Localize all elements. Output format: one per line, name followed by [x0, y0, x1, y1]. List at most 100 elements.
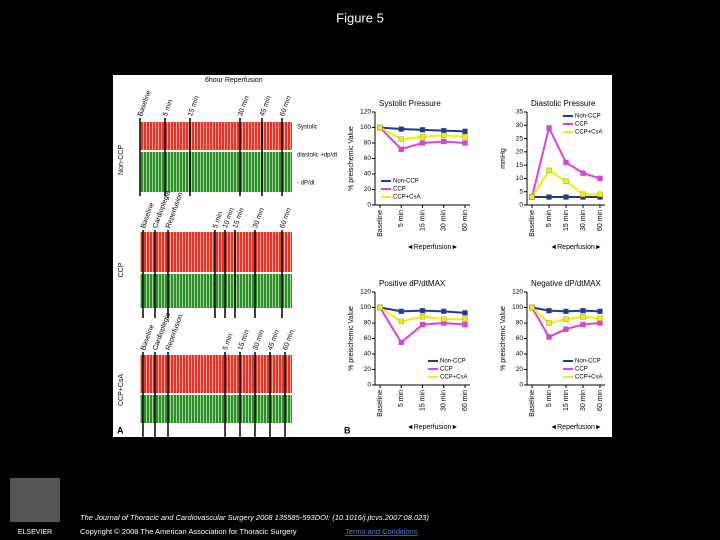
marker: [419, 140, 426, 146]
marker: [597, 320, 603, 326]
x-tick-label: 5 min: [398, 210, 405, 227]
legend-label: CCP+CsA: [575, 375, 603, 381]
x-axis-label: ◄Reperfusion►: [407, 244, 459, 251]
marker: [580, 170, 586, 176]
traces: [140, 122, 292, 423]
marker: [398, 146, 404, 152]
y-tick-label: 40: [364, 351, 372, 358]
row-label: CCP+CsA: [118, 374, 125, 406]
marker: [398, 308, 404, 315]
x-tick-label: 30 min: [580, 210, 587, 231]
y-tick-label: 20: [364, 186, 372, 193]
legend-label: Non-CCP: [575, 359, 601, 365]
legend-label: Non-CCP: [575, 114, 601, 120]
legend-label: CCP: [440, 367, 453, 373]
y-tick-label: 20: [364, 366, 372, 373]
marker: [529, 194, 535, 200]
marker: [462, 321, 468, 328]
x-tick-label: 60 min: [597, 210, 604, 231]
marker: [462, 134, 468, 140]
marker: [529, 304, 535, 311]
x-tick-label: Baseline: [529, 390, 536, 417]
x-tick-label: 15 min: [563, 390, 570, 411]
marker: [580, 191, 586, 198]
marker: [563, 316, 569, 322]
marker: [441, 308, 447, 315]
marker: [546, 194, 552, 200]
y-tick-label: 5: [519, 188, 523, 195]
marker: [419, 307, 426, 314]
x-tick-label: 5 min: [546, 390, 553, 407]
marker: [398, 136, 404, 142]
x-tick-label: 60 min: [462, 210, 469, 231]
marker: [546, 320, 552, 326]
chart-title: Positive dP/dtMAX: [379, 279, 446, 288]
marker: [597, 308, 603, 315]
y-tick-label: 30: [516, 122, 524, 129]
x-tick-label: 60 min: [462, 390, 469, 411]
x-tick-label: 5 min: [398, 390, 405, 407]
x-tick-label: 30 min: [580, 390, 587, 411]
marker: [580, 307, 586, 314]
marker: [462, 310, 468, 316]
chart-title: Systolic Pressure: [379, 99, 441, 108]
marker: [597, 315, 603, 322]
terms-link[interactable]: Terms and Conditions: [345, 527, 418, 536]
y-tick-label: 25: [516, 135, 524, 142]
marker: [597, 175, 603, 182]
y-tick-label: 100: [360, 124, 371, 131]
legend-label: CCP+CsA: [393, 195, 421, 201]
legend-label: Non-CCP: [440, 359, 466, 365]
y-tick-label: 35: [516, 109, 524, 116]
marker: [419, 321, 426, 328]
marker: [398, 126, 404, 132]
marker: [563, 178, 569, 184]
marker: [441, 132, 447, 138]
y-axis-label: % preischemic Value: [348, 306, 355, 371]
marker: [546, 125, 552, 131]
marker: [580, 321, 586, 328]
y-tick-label: 10: [516, 175, 524, 182]
y-axis-label: % preischemic Value: [500, 306, 507, 371]
x-axis-label: ◄Reperfusion►: [550, 424, 602, 431]
y-tick-label: 0: [367, 382, 371, 389]
marker: [563, 308, 569, 315]
marker: [377, 124, 383, 131]
marker: [563, 159, 569, 166]
marker: [398, 318, 404, 325]
slide-title: Figure 5: [336, 10, 384, 25]
y-tick-label: 100: [360, 304, 371, 311]
marker: [597, 191, 603, 198]
marker: [419, 314, 426, 320]
x-tick-label: 30 min: [441, 390, 448, 411]
marker: [546, 334, 552, 340]
y-tick-label: 0: [367, 202, 371, 209]
legend-label: CCP: [575, 122, 588, 128]
marker: [462, 140, 468, 146]
marker: [462, 316, 468, 322]
marker: [398, 339, 404, 346]
footer-journal: The Journal of Thoracic and Cardiovascul…: [80, 513, 429, 522]
legend-label: CCP+CsA: [575, 130, 603, 136]
x-tick-label: 30 min: [441, 210, 448, 231]
marker: [546, 167, 552, 174]
marker: [419, 127, 426, 133]
marker: [462, 128, 468, 135]
y-tick-label: 20: [516, 149, 524, 156]
legend-label: CCP+CsA: [440, 375, 468, 381]
marker: [546, 307, 552, 314]
y-tick-label: 80: [516, 320, 524, 327]
marker: [563, 194, 569, 200]
y-axis-label: mmHg: [500, 148, 507, 169]
trace-label: diastolic +dp/dt: [297, 153, 338, 159]
logo-text: ELSEVIER: [18, 529, 52, 536]
legend-label: CCP: [393, 187, 406, 193]
y-tick-label: 80: [364, 320, 372, 327]
y-tick-label: 120: [360, 109, 371, 116]
logo-image: [10, 478, 60, 522]
x-axis-label: ◄Reperfusion►: [407, 424, 459, 431]
y-tick-label: 40: [516, 351, 524, 358]
x-tick-label: Baseline: [529, 210, 536, 237]
y-tick-label: 20: [516, 366, 524, 373]
